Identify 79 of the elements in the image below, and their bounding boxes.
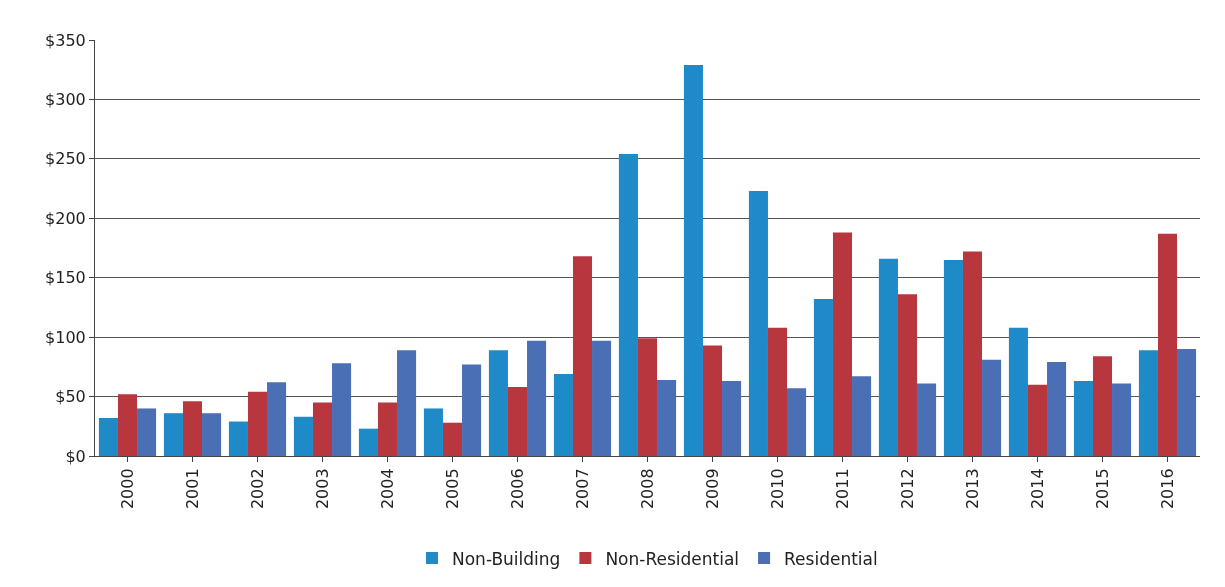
bar bbox=[182, 401, 203, 456]
bar bbox=[787, 388, 807, 456]
x-tick-label: 2013 bbox=[962, 468, 982, 510]
bar bbox=[332, 363, 352, 456]
bar bbox=[832, 232, 853, 456]
y-tick-label: $0 bbox=[65, 446, 86, 466]
bar bbox=[247, 391, 268, 456]
bar bbox=[962, 251, 983, 456]
bar bbox=[442, 422, 463, 456]
bar bbox=[397, 350, 417, 456]
bar bbox=[98, 417, 118, 456]
legend-label: Non-Residential bbox=[605, 548, 740, 569]
y-tick-label: $350 bbox=[45, 30, 86, 50]
bar bbox=[897, 294, 918, 456]
x-tick-label: 2016 bbox=[1157, 468, 1177, 510]
bar bbox=[767, 327, 788, 456]
x-tick-label: 2015 bbox=[1092, 468, 1112, 510]
y-tick-label: $250 bbox=[45, 149, 86, 169]
x-tick-label: 2003 bbox=[312, 468, 332, 510]
bar bbox=[488, 350, 508, 456]
x-tick-label: 2000 bbox=[117, 468, 137, 510]
bar bbox=[982, 359, 1002, 456]
bar bbox=[637, 338, 658, 456]
bar bbox=[878, 258, 898, 456]
x-tick-label: 2006 bbox=[507, 468, 527, 510]
bar bbox=[507, 387, 528, 456]
bar bbox=[1092, 356, 1113, 456]
bar bbox=[1112, 383, 1132, 456]
y-tick-label: $200 bbox=[45, 208, 86, 228]
bar bbox=[137, 408, 157, 456]
bar bbox=[683, 64, 703, 456]
bar bbox=[377, 402, 398, 456]
x-tick-label: 2007 bbox=[572, 468, 592, 510]
x-tick-label: 2009 bbox=[702, 468, 722, 510]
x-tick-label: 2004 bbox=[377, 468, 397, 510]
y-tick-label: $150 bbox=[45, 268, 86, 288]
bar bbox=[1073, 381, 1093, 456]
bar bbox=[293, 416, 313, 456]
x-tick-label: 2008 bbox=[637, 468, 657, 510]
bar bbox=[748, 190, 768, 456]
bar bbox=[358, 428, 378, 456]
bar bbox=[228, 421, 248, 456]
bar bbox=[657, 379, 677, 456]
legend-label: Non-Building bbox=[452, 548, 561, 569]
y-tick-label: $100 bbox=[45, 327, 86, 347]
bar bbox=[1157, 233, 1178, 456]
bar bbox=[1047, 362, 1067, 456]
y-tick-label: $300 bbox=[45, 90, 86, 110]
bar bbox=[917, 383, 937, 456]
bar bbox=[462, 364, 482, 456]
x-tick-label: 2001 bbox=[182, 468, 202, 510]
bar bbox=[618, 154, 638, 456]
bar bbox=[267, 382, 287, 456]
bar bbox=[722, 381, 742, 456]
bar bbox=[592, 340, 612, 456]
bar bbox=[527, 340, 547, 456]
bar bbox=[117, 394, 138, 456]
x-tick-label: 2005 bbox=[442, 468, 462, 510]
y-tick-label: $50 bbox=[55, 387, 86, 407]
x-tick-label: 2011 bbox=[832, 468, 852, 510]
x-tick-label: 2012 bbox=[897, 468, 917, 510]
bar bbox=[163, 413, 183, 456]
bar bbox=[572, 256, 593, 456]
bar bbox=[852, 376, 872, 456]
bar bbox=[1027, 384, 1048, 456]
bar bbox=[312, 402, 333, 456]
bar bbox=[813, 299, 833, 456]
bar bbox=[423, 408, 443, 456]
bar bbox=[702, 345, 723, 456]
bar bbox=[943, 259, 963, 456]
bar bbox=[553, 373, 573, 456]
legend-label: Residential bbox=[784, 548, 878, 569]
bar bbox=[1138, 350, 1158, 456]
bar bbox=[202, 413, 222, 456]
x-tick-label: 2014 bbox=[1027, 468, 1047, 510]
bar bbox=[1008, 327, 1028, 456]
x-tick-label: 2002 bbox=[247, 468, 267, 510]
x-tick-label: 2010 bbox=[767, 468, 787, 510]
bar bbox=[1177, 349, 1197, 456]
